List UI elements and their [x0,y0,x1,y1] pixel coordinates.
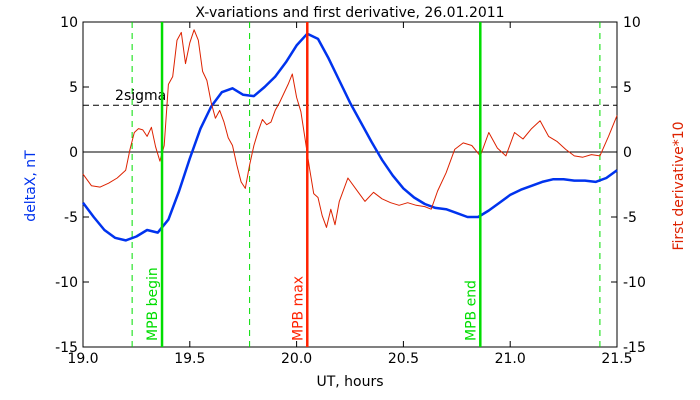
y-tick-label-right: -15 [623,340,646,356]
y-tick-label-left: -10 [55,275,78,291]
y-tick-label-right: -10 [623,275,646,291]
x-axis-label: UT, hours [316,374,383,390]
threshold-label: 2sigma [115,88,166,104]
x-tick-label: 20.0 [281,351,312,367]
y-tick-label-right: 5 [623,80,632,96]
series-line-derivative [82,29,618,228]
y-tick-label-left: 0 [69,145,78,161]
x-tick-label: 19.5 [174,351,205,367]
x-tick-label: 19.0 [67,351,98,367]
series-line-deltax [81,32,618,242]
marker-label: MPB max [290,276,306,341]
y-tick-label-right: 10 [623,15,641,31]
y-tick-label-left: -5 [64,210,78,226]
x-tick-label: 21.0 [495,351,526,367]
chart-title: X-variations and first derivative, 26.01… [195,5,504,21]
plot-frame [82,21,618,348]
y-tick-label-left: -15 [55,340,78,356]
x-tick-label: 21.5 [601,351,632,367]
y-axis-label-left: deltaX, nT [23,150,39,222]
y-tick-label-right: 0 [623,145,632,161]
marker-label: MPB begin [145,267,161,341]
plot-area: 2sigma MPB begin MPB max MPB end 19.0 19.5 20.… [55,15,646,367]
y-tick-label-left: 10 [60,15,78,31]
y-axis-label-right: First derivative*10 [671,121,687,250]
y-tick-label-left: 5 [69,80,78,96]
y-tick-label-right: -5 [623,210,637,226]
marker-label: MPB end [463,280,479,341]
x-tick-label: 20.5 [388,351,419,367]
